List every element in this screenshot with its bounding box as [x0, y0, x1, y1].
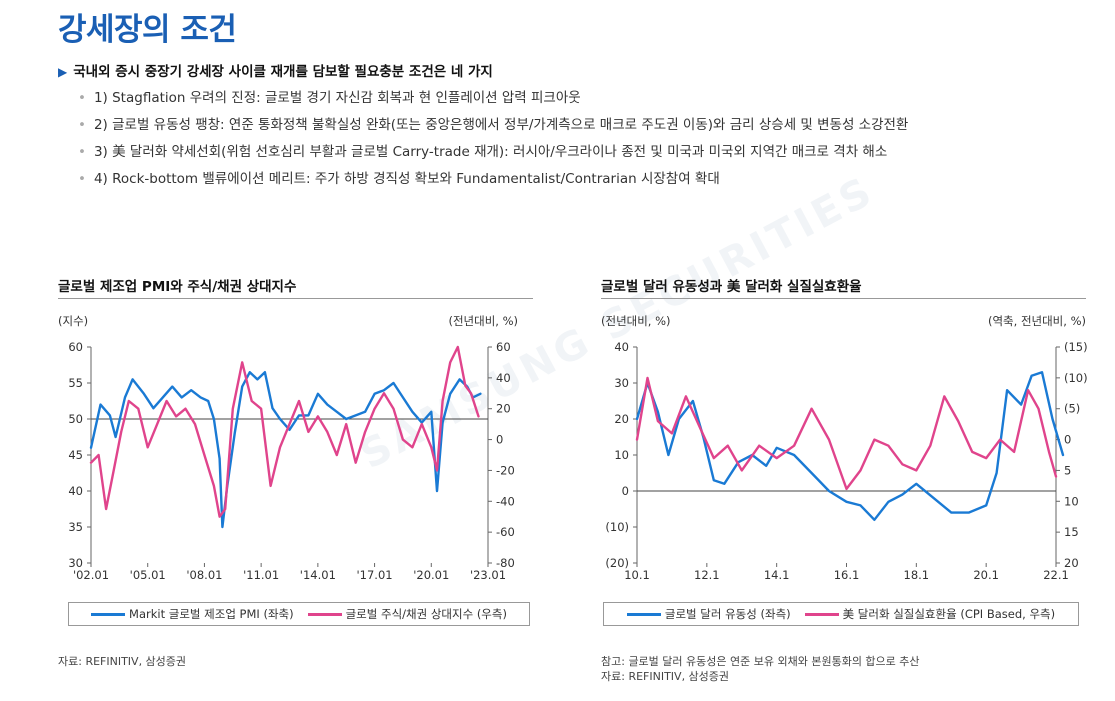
- legend-swatch-pink: [307, 612, 342, 616]
- y-tick-label: 30: [68, 556, 83, 570]
- source-right: 참고: 글로벌 달러 유동성은 연준 보유 외채와 본원통화의 합으로 추산 자…: [601, 654, 920, 684]
- condition-text: 4) Rock-bottom 밸류에이션 메리트: 주가 하방 경직성 확보와 …: [93, 171, 720, 187]
- y-tick-label: 30: [614, 376, 629, 390]
- y-tick-label: 60: [68, 340, 83, 354]
- y-tick-label: (20): [605, 556, 629, 570]
- series-line-0: [635, 370, 1065, 522]
- y-tick-label: (10): [605, 520, 629, 534]
- x-tick-label: '23.01: [470, 568, 506, 582]
- legend-item: 美 달러화 실질실효환율 (CPI Based, 우측): [804, 606, 1056, 622]
- dollar-chart: (전년대비, %) (역축, 전년대비, %) 40 30 20 10 0 (10) (20) (…: [601, 314, 1088, 582]
- x-tick-label: '08.01: [186, 568, 222, 582]
- y-axis-label: (전년대비, %): [601, 314, 671, 328]
- y2-tick-label: 20: [496, 402, 511, 416]
- y2-tick-label: -60: [496, 525, 515, 539]
- condition-item: • 3) 美 달러화 약세선회(위험 선호심리 부활과 글로벌 Carry-tra…: [78, 139, 908, 166]
- condition-text: 1) Stagflation 우려의 진정: 글로벌 경기 자신감 회복과 현 …: [93, 90, 581, 106]
- y-tick-label: 40: [614, 340, 629, 354]
- condition-list: • 1) Stagflation 우려의 진정: 글로벌 경기 자신감 회복과 현…: [78, 85, 908, 193]
- legend-right: 글로벌 달러 유동성 (좌측) 美 달러화 실질실효환율 (CPI Based,…: [603, 602, 1079, 626]
- series-line-1: [89, 345, 480, 518]
- title-divider: [58, 298, 533, 299]
- y2-tick-label: 40: [496, 371, 511, 385]
- y2-tick-label: 0: [1064, 433, 1071, 447]
- condition-text: 3) 美 달러화 약세선회(위험 선호심리 부활과 글로벌 Carry-trad…: [93, 144, 888, 160]
- x-tick-label: '11.01: [243, 568, 279, 582]
- source-text: 자료: REFINITIV, 삼성증권: [601, 670, 730, 683]
- y2-tick-label: 10: [1064, 494, 1079, 508]
- legend-label: Markit 글로벌 제조업 PMI (좌축): [129, 607, 294, 621]
- legend-label: 美 달러화 실질실효환율 (CPI Based, 우측): [842, 607, 1056, 621]
- y2-tick-label: 20: [1064, 556, 1079, 570]
- x-tick-label: 18.1: [904, 568, 930, 582]
- x-tick-label: '02.01: [73, 568, 109, 582]
- y-tick-label: 50: [68, 412, 83, 426]
- y-tick-label: 20: [614, 412, 629, 426]
- chart-title-left: 글로벌 제조업 PMI와 주식/채권 상대지수: [58, 279, 297, 295]
- headline-text: 국내외 증시 중장기 강세장 사이클 재개를 담보할 필요충분 조건은 네 가지: [73, 64, 493, 80]
- y-tick-label: 45: [68, 448, 83, 462]
- x-tick-label: 22.1: [1043, 568, 1069, 582]
- triangle-bullet-icon: ▶: [58, 65, 68, 79]
- y2-tick-label: 60: [496, 340, 511, 354]
- source-note: 참고: 글로벌 달러 유동성은 연준 보유 외채와 본원통화의 합으로 추산: [601, 655, 920, 668]
- x-tick-label: '17.01: [357, 568, 393, 582]
- y2-tick-label: 0: [496, 433, 503, 447]
- legend-item: Markit 글로벌 제조업 PMI (좌축): [91, 606, 294, 622]
- y-axis-label: (지수): [58, 314, 88, 328]
- source-left: 자료: REFINITIV, 삼성증권: [58, 655, 187, 668]
- y-tick-label: 0: [622, 484, 629, 498]
- legend-swatch-pink: [804, 612, 839, 616]
- y2-tick-label: -80: [496, 556, 515, 570]
- x-tick-label: '14.01: [300, 568, 336, 582]
- chart-title-right: 글로벌 달러 유동성과 美 달러화 실질실효환율: [601, 279, 862, 295]
- y2-tick-label: (15): [1064, 340, 1088, 354]
- y2-tick-label: 5: [1064, 463, 1071, 477]
- headline: ▶ 국내외 증시 중장기 강세장 사이클 재개를 담보할 필요충분 조건은 네 가…: [58, 60, 493, 80]
- y-tick-label: 40: [68, 484, 83, 498]
- x-tick-label: '05.01: [130, 568, 166, 582]
- condition-item: • 2) 글로벌 유동성 팽창: 연준 통화정책 불확실성 완화(또는 중앙은행에…: [78, 112, 908, 139]
- y2-tick-label: -20: [496, 463, 515, 477]
- pmi-chart: (지수) (전년대비, %) 60 55 50 45 40 35 30 60 40 20 0 -20 -40…: [58, 314, 518, 582]
- legend-label: 글로벌 주식/채권 상대지수 (우측): [345, 607, 507, 621]
- legend-swatch-blue: [626, 612, 661, 616]
- page-title: 강세장의 조건: [58, 12, 237, 48]
- x-tick-label: 12.1: [694, 568, 720, 582]
- y-tick-label: 10: [614, 448, 629, 462]
- series-line-1: [635, 376, 1058, 491]
- title-divider: [601, 298, 1086, 299]
- legend-item: 글로벌 달러 유동성 (좌측): [626, 606, 791, 622]
- y-tick-label: 55: [68, 376, 83, 390]
- bullet-dot-icon: •: [78, 144, 86, 160]
- y2-tick-label: (5): [1064, 402, 1080, 416]
- x-tick-label: 20.1: [973, 568, 999, 582]
- y2-axis-label: (전년대비, %): [448, 314, 518, 328]
- bullet-dot-icon: •: [78, 171, 86, 187]
- legend-item: 글로벌 주식/채권 상대지수 (우측): [307, 606, 507, 622]
- y2-tick-label: -40: [496, 494, 515, 508]
- bullet-dot-icon: •: [78, 90, 86, 106]
- x-tick-label: '20.01: [413, 568, 449, 582]
- condition-item: • 1) Stagflation 우려의 진정: 글로벌 경기 자신감 회복과 현…: [78, 85, 908, 112]
- legend-left: Markit 글로벌 제조업 PMI (좌축) 글로벌 주식/채권 상대지수 (…: [68, 602, 530, 626]
- y2-tick-label: (10): [1064, 371, 1088, 385]
- y2-axis-label: (역축, 전년대비, %): [988, 314, 1086, 328]
- y2-tick-label: 15: [1064, 525, 1079, 539]
- condition-text: 2) 글로벌 유동성 팽창: 연준 통화정책 불확실성 완화(또는 중앙은행에서…: [93, 117, 909, 133]
- condition-item: • 4) Rock-bottom 밸류에이션 메리트: 주가 하방 경직성 확보와…: [78, 166, 908, 193]
- y-tick-label: 35: [68, 520, 83, 534]
- legend-swatch-blue: [91, 612, 126, 616]
- x-tick-label: 16.1: [834, 568, 860, 582]
- bullet-dot-icon: •: [78, 117, 86, 133]
- x-tick-label: 10.1: [624, 568, 650, 582]
- legend-label: 글로벌 달러 유동성 (좌측): [664, 607, 791, 621]
- series-line-0: [89, 370, 482, 529]
- x-tick-label: 14.1: [764, 568, 790, 582]
